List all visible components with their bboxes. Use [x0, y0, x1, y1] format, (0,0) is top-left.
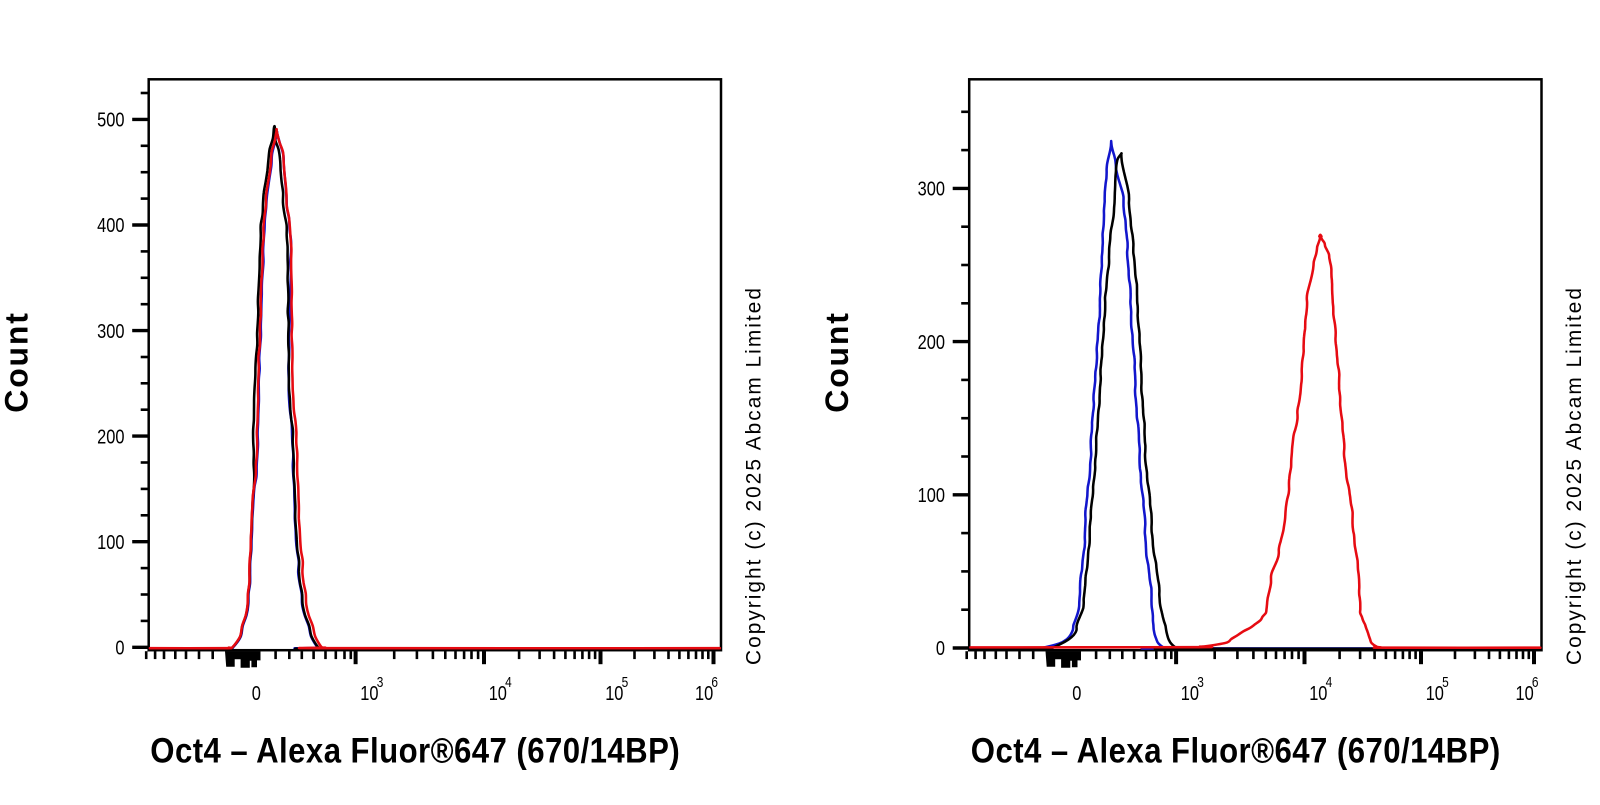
svg-text:0: 0	[252, 682, 261, 705]
svg-text:200: 200	[918, 330, 945, 353]
svg-text:6: 6	[1532, 674, 1539, 690]
svg-text:Oct4 – Alexa Fluor®647 (670/14: Oct4 – Alexa Fluor®647 (670/14BP)	[150, 732, 680, 771]
svg-text:10: 10	[360, 682, 378, 705]
svg-text:Oct4 – Alexa Fluor®647 (670/14: Oct4 – Alexa Fluor®647 (670/14BP)	[971, 732, 1501, 771]
svg-text:100: 100	[918, 483, 945, 506]
svg-text:0: 0	[936, 637, 945, 660]
svg-text:10: 10	[695, 682, 713, 705]
svg-text:0: 0	[115, 636, 124, 659]
svg-text:Copyright (c) 2025 Abcam Limit: Copyright (c) 2025 Abcam Limited	[742, 286, 765, 665]
svg-text:10: 10	[1426, 682, 1444, 705]
svg-text:3: 3	[377, 674, 384, 690]
svg-text:Count: Count	[0, 311, 35, 412]
svg-text:4: 4	[1326, 674, 1333, 690]
svg-text:10: 10	[489, 682, 507, 705]
svg-text:0: 0	[1072, 682, 1081, 705]
svg-text:100: 100	[97, 530, 124, 553]
svg-text:6: 6	[711, 674, 718, 690]
svg-text:5: 5	[1442, 674, 1449, 690]
svg-text:10: 10	[1309, 682, 1327, 705]
svg-text:200: 200	[97, 425, 124, 448]
svg-text:4: 4	[505, 674, 512, 690]
svg-text:500: 500	[97, 108, 124, 131]
svg-text:10: 10	[605, 682, 623, 705]
svg-text:300: 300	[918, 177, 945, 200]
svg-text:400: 400	[97, 214, 124, 237]
svg-text:10: 10	[1181, 682, 1199, 705]
svg-text:Copyright (c) 2025 Abcam Limit: Copyright (c) 2025 Abcam Limited	[1563, 286, 1586, 665]
svg-text:10: 10	[1516, 682, 1534, 705]
svg-text:300: 300	[97, 319, 124, 342]
svg-text:5: 5	[622, 674, 629, 690]
svg-text:Count: Count	[819, 311, 855, 412]
svg-text:3: 3	[1197, 674, 1204, 690]
